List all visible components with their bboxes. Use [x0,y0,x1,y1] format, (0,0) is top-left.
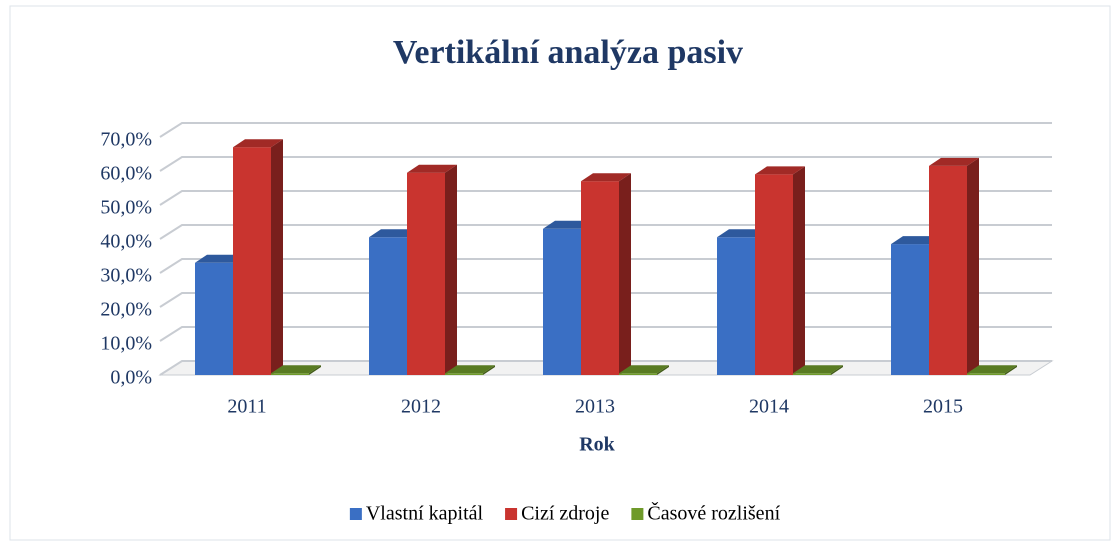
legend-label: Vlastní kapitál [366,503,484,525]
bar-front [233,147,271,375]
legend-label: Časové rozlišení [647,501,780,525]
bar-side [445,164,457,375]
bar-top [793,365,843,374]
bar [407,164,457,375]
bar-side [483,365,495,375]
y-tick-label: 30,0% [100,265,152,287]
bar-front [891,244,929,375]
bar-top [195,254,245,263]
bar-top [233,139,283,148]
bar-top [967,365,1017,374]
bar [619,365,669,375]
bar-side [271,139,283,375]
x-tick-label: 2014 [749,396,789,418]
bar-front [195,262,233,375]
bar [233,139,283,375]
bar-front [929,165,967,375]
legend-swatch [349,508,362,520]
bar-side [831,365,843,375]
bar-top [271,365,321,374]
bar-side [1005,365,1017,375]
grid-line [159,122,1052,138]
x-tick-label: 2011 [227,396,266,418]
bar-front [619,373,657,375]
bar [445,365,495,375]
bar-side [967,157,979,375]
y-tick-label: 20,0% [100,299,152,321]
x-tick-label: 2013 [575,396,615,418]
y-tick-label: 40,0% [100,231,152,253]
bar-top [717,229,767,238]
bar-top [755,166,805,175]
y-tick-label: 60,0% [100,163,152,185]
x-axis-title: Rok [579,434,615,456]
legend-swatch [631,508,644,520]
y-tick-label: 10,0% [100,333,152,355]
y-tick-label: 50,0% [100,197,152,219]
y-tick-label: 0,0% [110,367,152,389]
bar [581,173,631,375]
bar-front [271,373,309,375]
bar [929,157,979,375]
bar [271,365,321,375]
bar-top [445,365,495,374]
bar [967,365,1017,375]
bar-front [581,181,619,375]
bar-front [755,174,793,375]
bar [755,166,805,375]
bar [793,365,843,375]
bar-top [407,164,457,173]
bar-top [369,229,419,238]
legend-label: Cizí zdroje [521,503,609,525]
bar-front [369,237,407,375]
bar-front [543,228,581,375]
bar-top [891,236,941,245]
bar-front [445,373,483,375]
chart-title: Vertikální analýza pasiv [393,34,743,71]
x-tick-label: 2015 [923,396,963,418]
bar-front [967,373,1005,375]
bar-side [793,166,805,375]
bar-front [407,172,445,375]
bar-top [619,365,669,374]
legend-swatch [505,508,518,520]
y-tick-label: 70,0% [100,129,152,151]
bar-top [929,157,979,166]
grid-line [159,156,1052,172]
bar-side [657,365,669,375]
bar-front [717,237,755,375]
bar-side [619,173,631,375]
bar-top [543,220,593,229]
bar-side [309,365,321,375]
x-tick-label: 2012 [401,396,441,418]
bar-top [581,173,631,182]
bar-front [793,373,831,375]
